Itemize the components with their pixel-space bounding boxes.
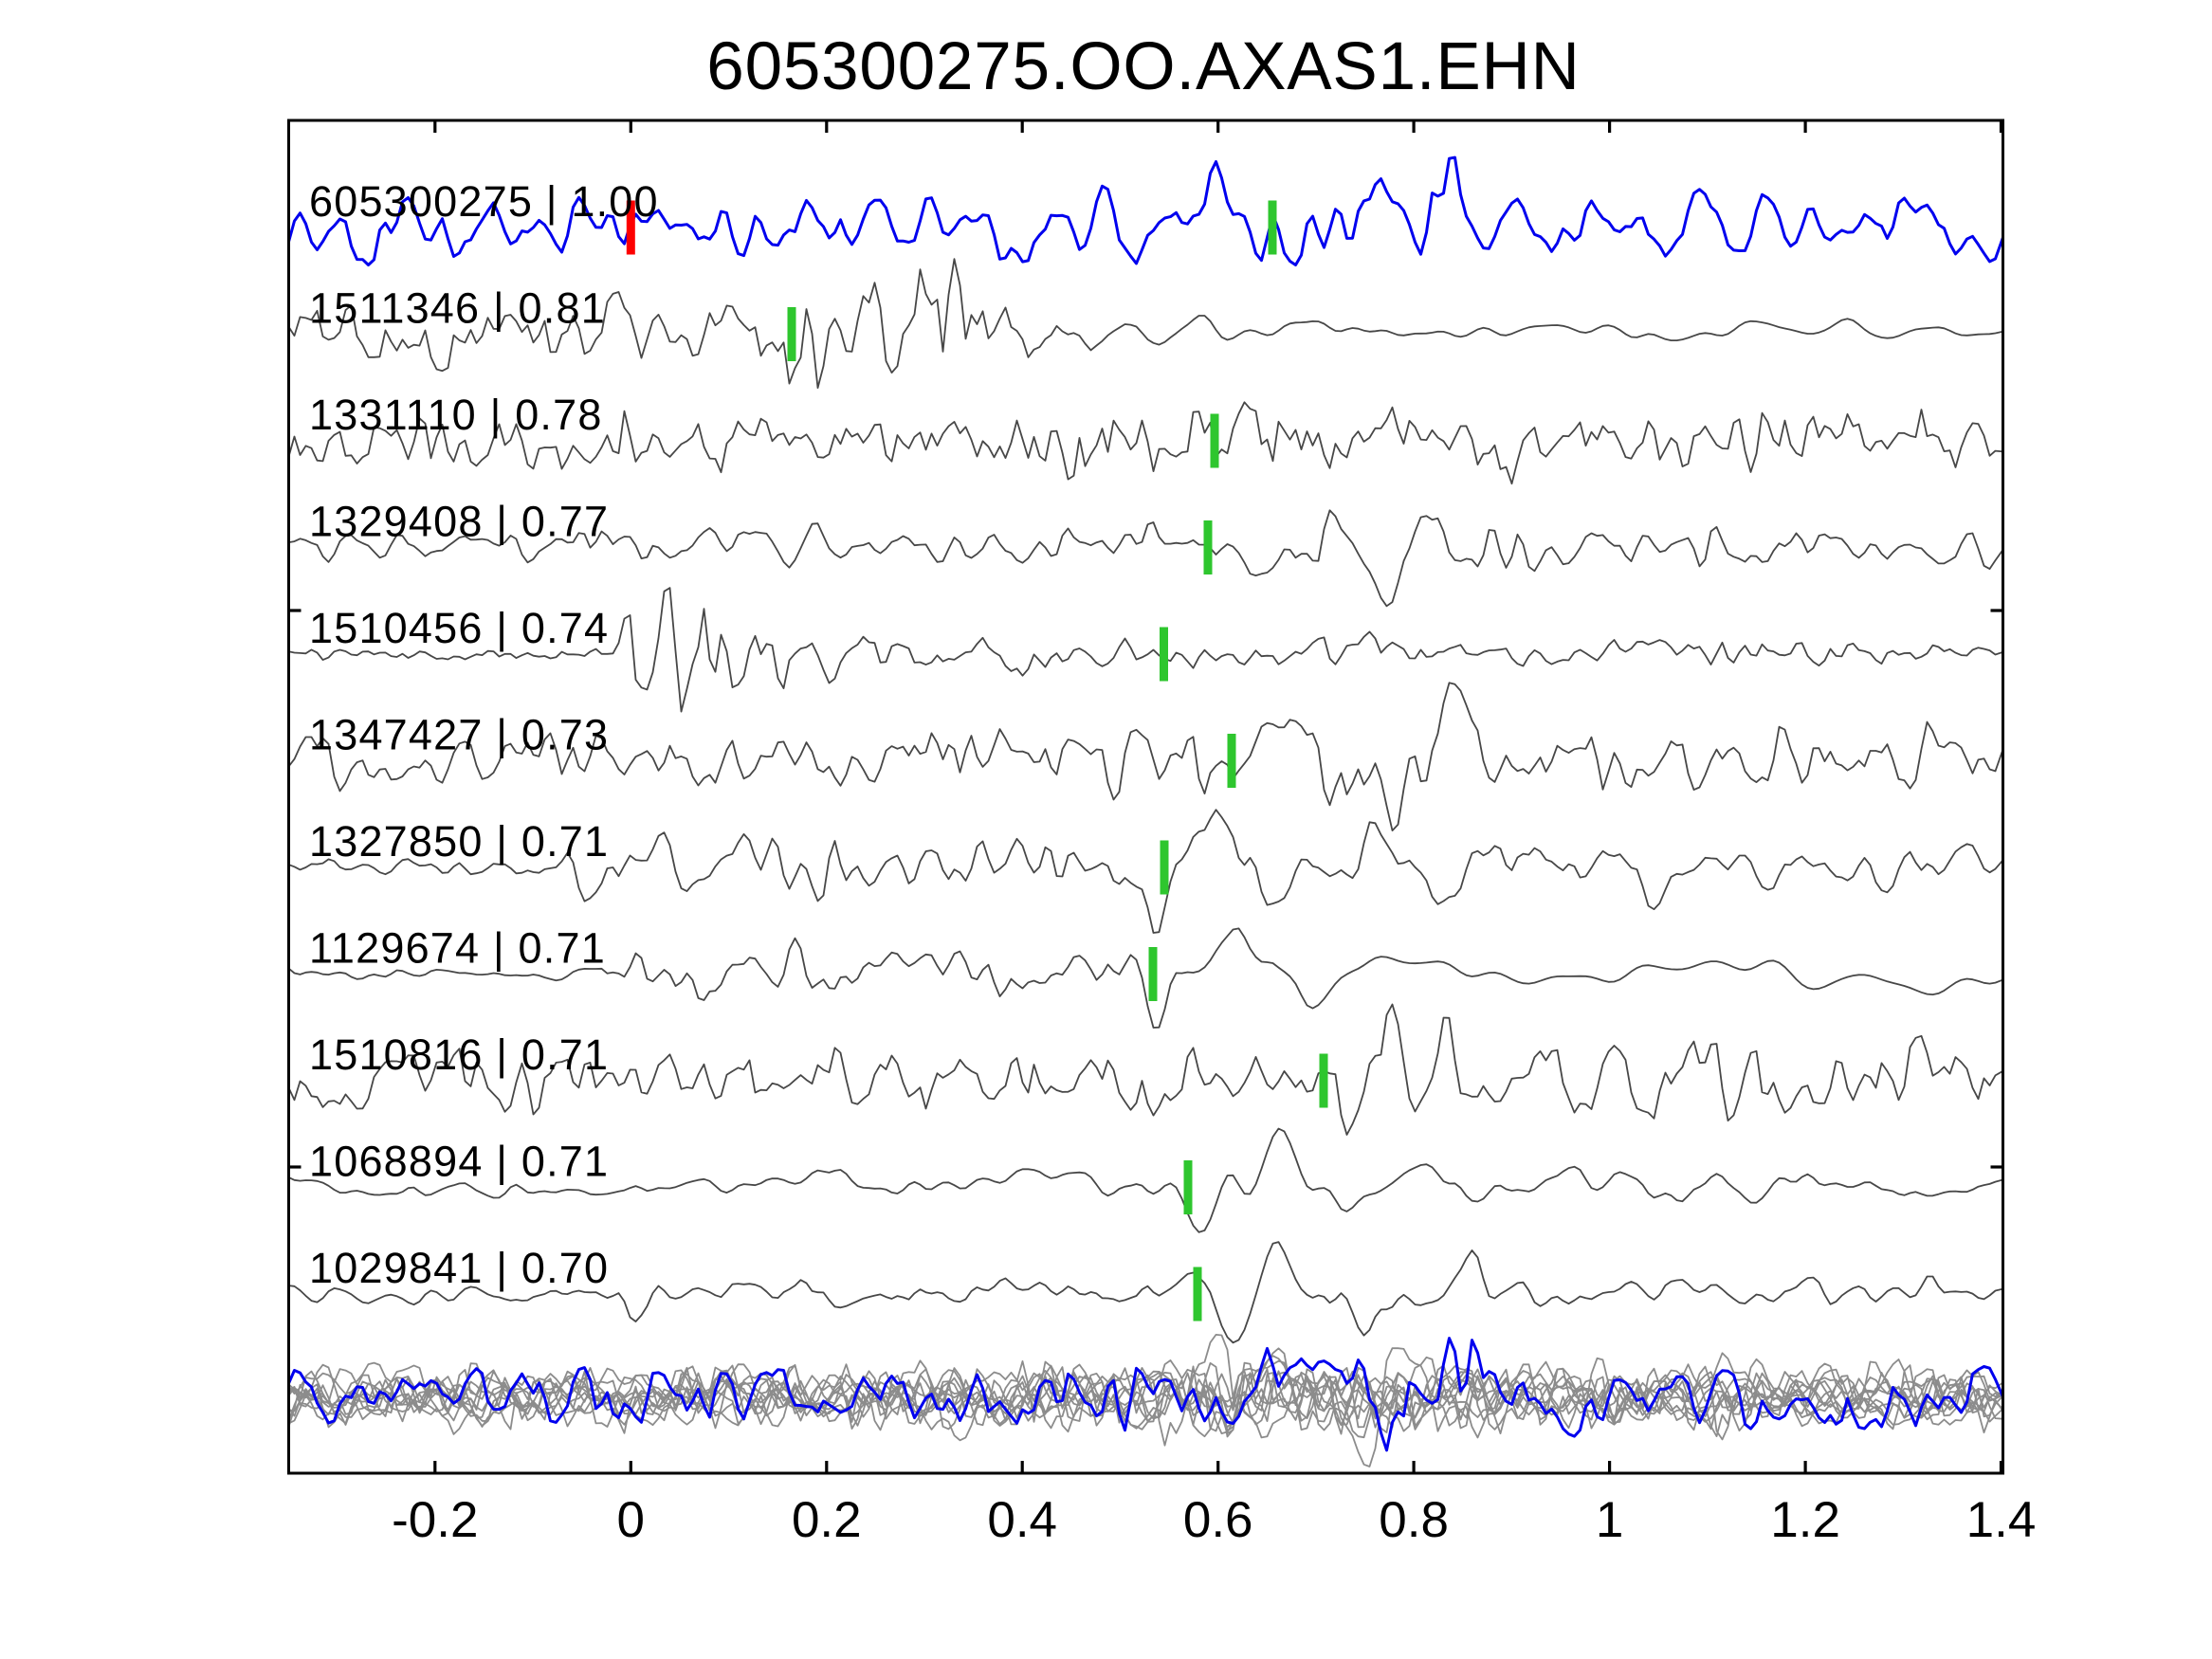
svg-text:1129674 | 0.71: 1129674 | 0.71	[309, 924, 606, 973]
svg-text:0.6: 0.6	[1183, 1492, 1253, 1548]
svg-text:1327850 | 0.71: 1327850 | 0.71	[309, 817, 609, 866]
svg-text:0.8: 0.8	[1379, 1492, 1449, 1548]
svg-text:1510816 | 0.71: 1510816 | 0.71	[309, 1030, 609, 1079]
svg-text:-0.2: -0.2	[392, 1492, 478, 1548]
svg-text:0: 0	[617, 1492, 645, 1548]
svg-text:1068894 | 0.71: 1068894 | 0.71	[309, 1138, 609, 1186]
svg-text:1.4: 1.4	[1966, 1492, 2037, 1548]
svg-text:1: 1	[1596, 1492, 1623, 1548]
svg-text:1347427 | 0.73: 1347427 | 0.73	[309, 711, 609, 759]
svg-text:1029841 | 0.70: 1029841 | 0.70	[309, 1244, 609, 1292]
svg-text:1.2: 1.2	[1770, 1492, 1840, 1548]
svg-text:1511346 | 0.81: 1511346 | 0.81	[309, 284, 606, 333]
svg-text:1329408 | 0.77: 1329408 | 0.77	[309, 498, 609, 546]
svg-text:1510456 | 0.74: 1510456 | 0.74	[309, 604, 609, 652]
svg-text:605300275.OO.AXAS1.EHN: 605300275.OO.AXAS1.EHN	[706, 29, 1580, 104]
svg-text:0.4: 0.4	[987, 1492, 1057, 1548]
svg-text:605300275 | 1.00: 605300275 | 1.00	[309, 177, 659, 226]
svg-text:0.2: 0.2	[792, 1492, 862, 1548]
svg-text:1331110 | 0.78: 1331110 | 0.78	[309, 391, 603, 439]
